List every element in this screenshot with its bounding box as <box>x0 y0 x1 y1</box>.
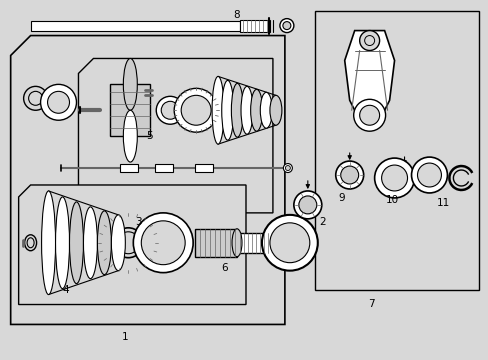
Text: 3: 3 <box>135 217 142 227</box>
Ellipse shape <box>232 229 242 257</box>
Text: 4: 4 <box>62 284 69 294</box>
Ellipse shape <box>27 238 34 248</box>
Circle shape <box>141 221 185 265</box>
Circle shape <box>359 105 379 125</box>
Circle shape <box>23 86 47 110</box>
Ellipse shape <box>69 202 83 284</box>
Bar <box>195 229 237 257</box>
Circle shape <box>340 166 358 184</box>
Ellipse shape <box>285 166 290 171</box>
Bar <box>237 233 271 253</box>
Ellipse shape <box>123 110 137 162</box>
Circle shape <box>174 88 218 132</box>
Text: 2: 2 <box>319 217 325 227</box>
Ellipse shape <box>24 235 37 251</box>
Ellipse shape <box>83 207 97 279</box>
Circle shape <box>47 91 69 113</box>
Ellipse shape <box>117 232 139 254</box>
Circle shape <box>262 215 317 271</box>
Ellipse shape <box>241 86 252 134</box>
Circle shape <box>374 158 414 198</box>
Ellipse shape <box>283 163 292 172</box>
Circle shape <box>353 99 385 131</box>
Polygon shape <box>19 185 245 305</box>
Text: 6: 6 <box>221 263 228 273</box>
Bar <box>155 164 173 172</box>
Circle shape <box>161 101 179 119</box>
Polygon shape <box>11 36 285 324</box>
Text: 9: 9 <box>338 193 345 203</box>
Polygon shape <box>78 58 272 213</box>
Bar <box>314 11 478 289</box>
Ellipse shape <box>56 197 69 289</box>
Ellipse shape <box>111 215 125 271</box>
Ellipse shape <box>123 58 137 110</box>
Ellipse shape <box>41 191 56 294</box>
Circle shape <box>417 163 441 187</box>
Text: 11: 11 <box>436 198 449 208</box>
Ellipse shape <box>269 95 281 125</box>
Ellipse shape <box>260 92 272 128</box>
Circle shape <box>29 91 42 105</box>
Text: 5: 5 <box>145 131 152 141</box>
Text: 10: 10 <box>385 195 398 205</box>
Circle shape <box>133 213 193 273</box>
Circle shape <box>335 161 363 189</box>
Circle shape <box>156 96 184 124</box>
Ellipse shape <box>250 89 262 131</box>
Ellipse shape <box>212 76 224 144</box>
Ellipse shape <box>221 80 233 140</box>
Circle shape <box>298 196 316 214</box>
Ellipse shape <box>231 84 243 137</box>
Circle shape <box>41 84 76 120</box>
Ellipse shape <box>97 211 111 275</box>
Text: 7: 7 <box>367 298 374 309</box>
Circle shape <box>269 223 309 263</box>
Text: 8: 8 <box>233 10 240 20</box>
Circle shape <box>359 31 379 50</box>
Circle shape <box>381 165 407 191</box>
Ellipse shape <box>283 22 290 30</box>
Circle shape <box>411 157 447 193</box>
Ellipse shape <box>279 19 293 32</box>
Bar <box>195 164 213 172</box>
Bar <box>31 21 240 31</box>
Bar <box>120 164 138 172</box>
Bar <box>240 20 269 32</box>
Text: 1: 1 <box>122 332 128 342</box>
Ellipse shape <box>113 228 143 258</box>
Circle shape <box>364 36 374 45</box>
Circle shape <box>181 95 211 125</box>
Polygon shape <box>344 31 394 130</box>
Circle shape <box>293 191 321 219</box>
Bar <box>110 84 150 136</box>
